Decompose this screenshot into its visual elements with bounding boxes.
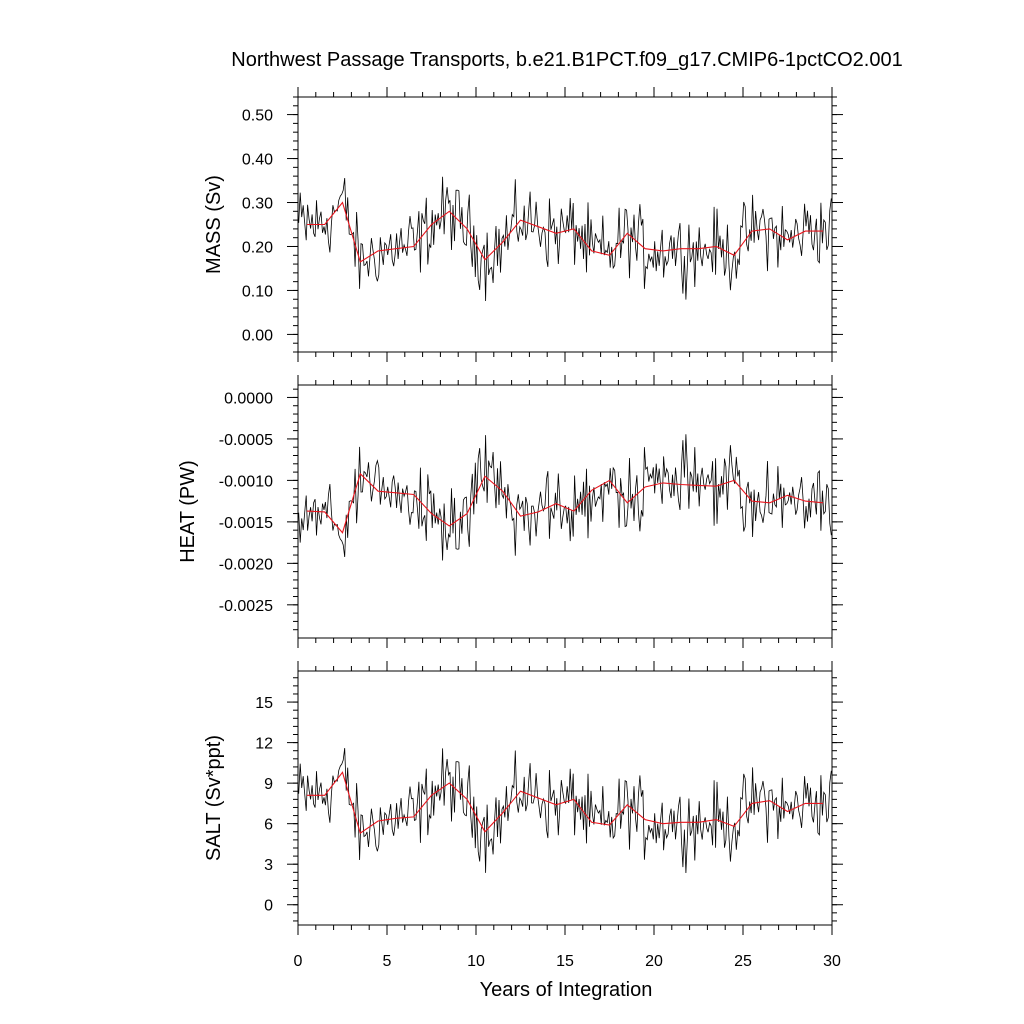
y-tick-label: 12 [255,736,273,753]
y-tick-label: 6 [264,817,273,834]
y-tick-label: -0.0005 [219,432,273,449]
monthly-series-line-mass [298,176,832,302]
annual-mean-line-salt [306,771,824,834]
y-tick-label: -0.0010 [219,473,273,490]
x-axis-label: Years of Integration [480,979,653,1001]
y-axis-label-mass: MASS (Sv) [203,175,225,274]
y-tick-label: -0.0025 [219,598,273,615]
y-tick-label: -0.0015 [219,515,273,532]
y-tick-label: 3 [264,857,273,874]
x-tick-label: 0 [294,953,303,970]
x-tick-label: 5 [383,953,392,970]
y-tick-label: 0.10 [242,283,273,300]
y-tick-label: 0.40 [242,152,273,169]
y-tick-label: 0.00 [242,327,273,344]
y-axis-label-salt: SALT (Sv*ppt) [203,735,225,861]
annual-mean-line-mass [306,201,824,263]
y-tick-label: 0 [264,898,273,915]
annual-mean-line-heat [306,472,824,534]
y-tick-label: 9 [264,776,273,793]
y-axis-label-heat: HEAT (PW) [177,460,199,563]
x-tick-label: 25 [734,953,752,970]
y-tick-label: 0.0000 [224,390,273,407]
y-tick-label: 15 [255,695,273,712]
x-tick-label: 20 [645,953,663,970]
x-tick-label: 15 [556,953,574,970]
chart-title: Northwest Passage Transports, b.e21.B1PC… [231,49,902,71]
monthly-series-line-heat [298,434,832,561]
y-tick-label: 0.20 [242,239,273,256]
monthly-series-line-salt [298,748,832,874]
y-tick-label: -0.0020 [219,556,273,573]
y-tick-label: 0.30 [242,196,273,213]
x-tick-label: 10 [467,953,485,970]
x-tick-label: 30 [823,953,841,970]
y-tick-label: 0.50 [242,108,273,125]
